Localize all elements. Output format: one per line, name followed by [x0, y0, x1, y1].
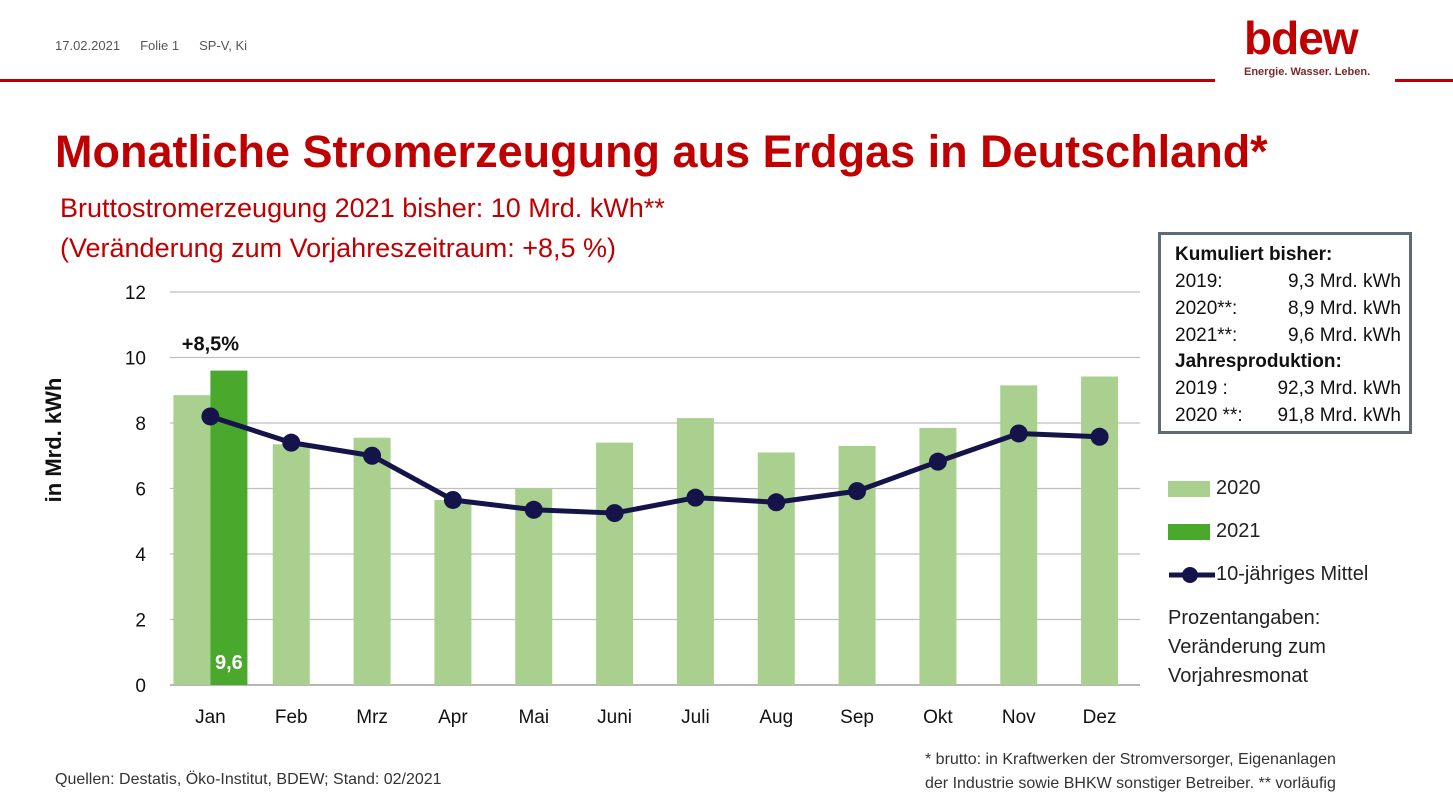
- bar-2020: [272, 444, 310, 685]
- legend-label-mean: 10-jähriges Mittel: [1216, 563, 1369, 585]
- mean-point: [363, 446, 382, 465]
- info-heading-annual: Jahresproduktion:: [1175, 351, 1342, 372]
- mean-point: [767, 493, 786, 512]
- x-tick-label: Juni: [597, 707, 632, 728]
- x-tick-label: Okt: [923, 707, 953, 728]
- x-tick-label: Mrz: [356, 707, 388, 728]
- y-tick-label: 2: [135, 611, 146, 632]
- legend-line-marker-icon: [1169, 566, 1215, 583]
- bar-2020: [1081, 376, 1119, 685]
- mean-point: [686, 488, 705, 507]
- mean-point: [848, 482, 867, 501]
- info-row: 2020 **: 91,8 Mrd. kWh: [1175, 402, 1409, 429]
- legend-swatch-2020: [1168, 480, 1210, 497]
- percent-note: Prozentangaben: Veränderung zum Vorjahre…: [1168, 604, 1326, 691]
- definition-line: * brutto: in Kraftwerken der Stromversor…: [925, 751, 1336, 768]
- info-year: 2021**:: [1175, 325, 1238, 346]
- mean-point: [605, 504, 624, 523]
- legend-label-2020: 2020: [1216, 477, 1261, 499]
- info-row: 2019 : 92,3 Mrd. kWh: [1175, 375, 1409, 402]
- definition-footnote: * brutto: in Kraftwerken der Stromversor…: [925, 748, 1336, 796]
- mean-point: [1090, 427, 1109, 446]
- info-value: 91,8 Mrd. kWh: [1277, 405, 1401, 426]
- bar-2020: [838, 445, 876, 685]
- x-tick-label: Feb: [275, 707, 308, 728]
- bar-2020: [596, 442, 634, 685]
- mean-point: [524, 500, 543, 519]
- slide-meta: 17.02.2021 Folie 1 SP-V, Ki: [55, 38, 247, 53]
- bar-2020: [173, 395, 211, 685]
- x-tick-label: Sep: [840, 707, 874, 728]
- bar-2020: [757, 452, 795, 685]
- x-tick-label: Dez: [1083, 707, 1117, 728]
- info-heading-cumulative: Kumuliert bisher:: [1175, 244, 1333, 265]
- slide-number: Folie 1: [140, 38, 180, 53]
- mean-point: [201, 407, 220, 426]
- info-row: 2020**: 8,9 Mrd. kWh: [1175, 295, 1409, 322]
- bar-value-label: 9,6: [215, 652, 243, 674]
- info-year: 2020**:: [1175, 298, 1238, 319]
- info-year: 2020 **:: [1175, 405, 1243, 426]
- info-row: 2021**: 9,6 Mrd. kWh: [1175, 322, 1409, 349]
- header-rule: [0, 79, 1453, 82]
- slide-date: 17.02.2021: [55, 38, 121, 53]
- x-tick-label: Apr: [438, 707, 468, 728]
- cumulative-info-box: Kumuliert bisher: 2019: 9,3 Mrd. kWh 2020…: [1158, 232, 1412, 434]
- info-year: 2019 :: [1175, 378, 1228, 399]
- mean-point: [1009, 424, 1028, 443]
- change-label: +8,5%: [182, 334, 239, 356]
- logo-backdrop: [1215, 8, 1395, 88]
- info-row: 2019: 9,3 Mrd. kWh: [1175, 268, 1409, 295]
- subtitle-change: (Veränderung zum Vorjahreszeitraum: +8,5…: [60, 233, 617, 263]
- mean-point: [928, 452, 947, 471]
- info-value: 92,3 Mrd. kWh: [1277, 378, 1401, 399]
- x-tick-label: Juli: [681, 707, 710, 728]
- info-year: 2019:: [1175, 271, 1223, 292]
- legend-swatch-2021: [1168, 523, 1210, 540]
- page-title: Monatliche Stromerzeugung aus Erdgas in …: [55, 126, 1268, 177]
- y-tick-label: 6: [135, 480, 146, 501]
- bdew-logo: bdew: [1244, 12, 1359, 64]
- bar-2020: [353, 437, 391, 685]
- bar-2020: [676, 418, 714, 685]
- legend-label-2021: 2021: [1216, 520, 1261, 542]
- x-tick-label: Jan: [195, 707, 226, 728]
- slide-author: SP-V, Ki: [199, 38, 248, 53]
- mean-point: [282, 433, 301, 452]
- legend-item-mean: 10-jähriges Mittel: [1168, 563, 1368, 586]
- bar-2020: [515, 488, 553, 685]
- y-tick-label: 8: [135, 414, 146, 435]
- x-tick-label: Mai: [518, 707, 549, 728]
- mean-line: [209, 414, 1100, 516]
- info-value: 9,6 Mrd. kWh: [1288, 325, 1401, 346]
- legend-item-2020: 2020: [1168, 477, 1261, 500]
- percent-note-line: Vorjahresmonat: [1168, 665, 1309, 687]
- bar-2020: [919, 427, 957, 685]
- percent-note-line: Prozentangaben:: [1168, 607, 1321, 629]
- definition-line: der Industrie sowie BHKW sonstiger Betre…: [925, 775, 1336, 792]
- y-tick-label: 4: [135, 545, 146, 566]
- legend-item-2021: 2021: [1168, 520, 1261, 543]
- sources-footnote: Quellen: Destatis, Öko-Institut, BDEW; S…: [55, 771, 442, 788]
- x-tick-label: Nov: [1002, 707, 1036, 728]
- subtitle-production: Bruttostromerzeugung 2021 bisher: 10 Mrd…: [60, 193, 665, 223]
- x-tick-label: Aug: [759, 707, 793, 728]
- info-value: 9,3 Mrd. kWh: [1288, 271, 1401, 292]
- bar-2020: [434, 499, 472, 685]
- logo-tagline: Energie. Wasser. Leben.: [1244, 66, 1371, 78]
- info-value: 8,9 Mrd. kWh: [1288, 298, 1401, 319]
- y-tick-label: 10: [125, 349, 146, 370]
- y-tick-label: 0: [135, 676, 146, 697]
- mean-point: [443, 490, 462, 509]
- percent-note-line: Veränderung zum: [1168, 636, 1326, 658]
- y-tick-label: 12: [125, 283, 146, 304]
